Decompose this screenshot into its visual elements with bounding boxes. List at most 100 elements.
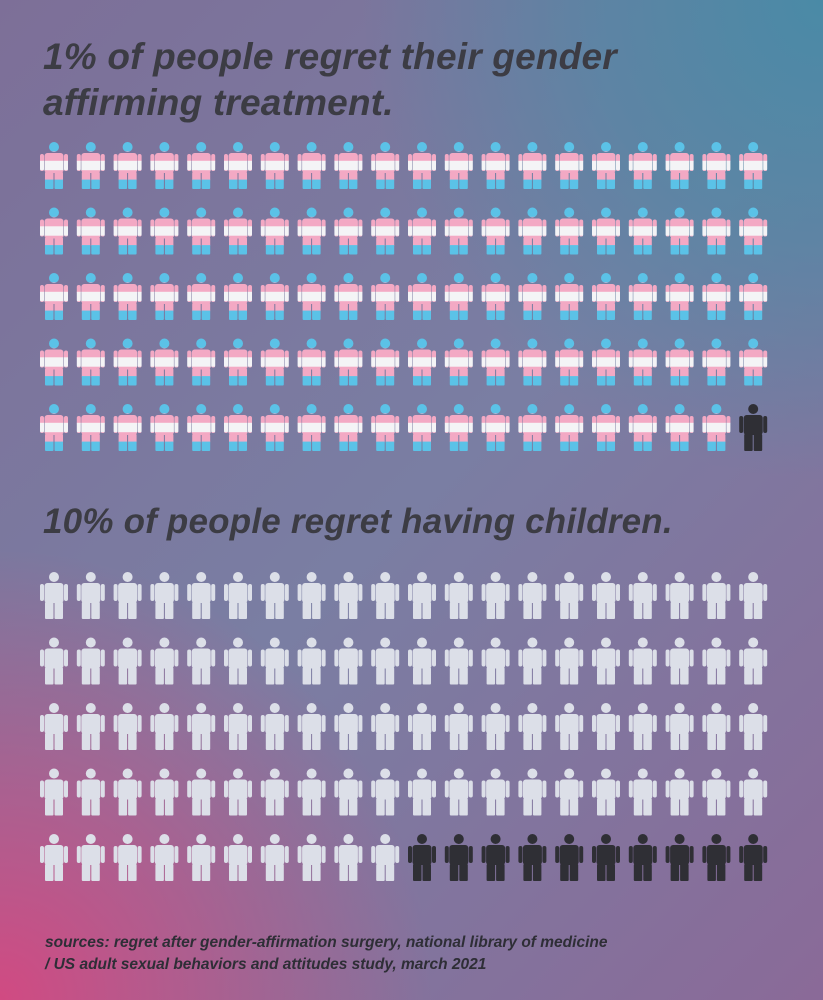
person-icon	[555, 142, 584, 189]
person-icon	[702, 338, 731, 386]
person-icon	[518, 404, 547, 451]
person-icon	[444, 703, 473, 750]
person-icon	[40, 637, 68, 685]
person-icon	[113, 338, 142, 386]
person-icon	[408, 768, 436, 816]
person-icon	[224, 768, 252, 816]
person-icon	[187, 142, 216, 189]
person-icon	[518, 768, 547, 816]
person-icon	[481, 142, 510, 189]
person-icon	[224, 273, 252, 320]
person-icon	[150, 142, 179, 189]
person-icon	[260, 404, 289, 451]
person-icon	[113, 637, 142, 685]
person-icon	[150, 834, 179, 881]
person-icon	[739, 142, 768, 189]
person-icon	[628, 572, 657, 619]
person-icon	[628, 768, 657, 816]
person-icon	[444, 572, 473, 619]
person-icon	[628, 703, 657, 750]
person-icon	[592, 404, 620, 451]
person-icon	[481, 768, 510, 816]
person-icon	[371, 273, 400, 320]
person-icon	[739, 768, 768, 816]
person-icon	[518, 338, 547, 386]
person-icon	[481, 572, 510, 619]
person-icon	[408, 404, 436, 451]
person-icon	[481, 834, 510, 881]
person-icon	[260, 207, 289, 255]
person-icon	[555, 703, 584, 750]
person-icon	[187, 768, 216, 816]
person-icon	[334, 207, 363, 255]
person-icon	[555, 404, 584, 451]
person-icon	[592, 703, 620, 750]
person-icon	[113, 834, 142, 881]
person-icon	[150, 572, 179, 619]
person-icon	[518, 142, 547, 189]
sources-line-1: sources: regret after gender-affirmation…	[45, 934, 608, 951]
person-icon	[76, 834, 105, 881]
person-icon	[702, 207, 731, 255]
person-icon	[628, 834, 657, 881]
person-icon	[444, 142, 473, 189]
person-icon	[444, 207, 473, 255]
person-icon	[40, 834, 68, 881]
person-icon	[150, 637, 179, 685]
person-icon	[702, 142, 731, 189]
person-icon	[334, 404, 363, 451]
person-icon	[297, 572, 326, 619]
person-icon	[702, 572, 731, 619]
person-icon	[481, 207, 510, 255]
person-icon	[665, 142, 694, 189]
children-pictogram	[40, 572, 768, 881]
treatment-chart-title: 1% of people regret their gender affirmi…	[43, 36, 617, 123]
person-icon	[555, 834, 584, 881]
person-icon	[224, 207, 252, 255]
person-icon	[150, 207, 179, 255]
person-icon	[40, 572, 68, 619]
children-chart-title: 10% of people regret having children.	[43, 502, 673, 541]
person-icon	[113, 207, 142, 255]
person-icon	[665, 637, 694, 685]
person-icon	[444, 637, 473, 685]
person-icon	[518, 207, 547, 255]
person-icon	[592, 572, 620, 619]
person-icon	[187, 404, 216, 451]
person-icon	[481, 338, 510, 386]
person-icon	[260, 834, 289, 881]
person-icon	[408, 142, 436, 189]
person-icon	[260, 637, 289, 685]
person-icon	[702, 273, 731, 320]
person-icon	[297, 142, 326, 189]
person-icon	[371, 142, 400, 189]
person-icon	[260, 338, 289, 386]
person-icon	[334, 637, 363, 685]
person-icon	[334, 703, 363, 750]
person-icon	[371, 768, 400, 816]
person-icon	[260, 703, 289, 750]
sources-note: sources: regret after gender-affirmation…	[45, 932, 805, 976]
person-icon	[224, 338, 252, 386]
person-icon	[665, 338, 694, 386]
person-icon	[481, 273, 510, 320]
person-icon	[76, 142, 105, 189]
person-icon	[224, 834, 252, 881]
person-icon	[665, 207, 694, 255]
person-icon	[150, 703, 179, 750]
person-icon	[260, 572, 289, 619]
person-icon	[224, 637, 252, 685]
person-icon	[739, 404, 768, 451]
person-icon	[76, 338, 105, 386]
person-icon	[628, 338, 657, 386]
person-icon	[76, 207, 105, 255]
person-icon	[555, 768, 584, 816]
person-icon	[187, 703, 216, 750]
person-icon	[739, 572, 768, 619]
person-icon	[702, 404, 731, 451]
person-icon	[628, 207, 657, 255]
person-icon	[555, 273, 584, 320]
person-icon	[481, 637, 510, 685]
person-icon	[555, 572, 584, 619]
person-icon	[297, 834, 326, 881]
